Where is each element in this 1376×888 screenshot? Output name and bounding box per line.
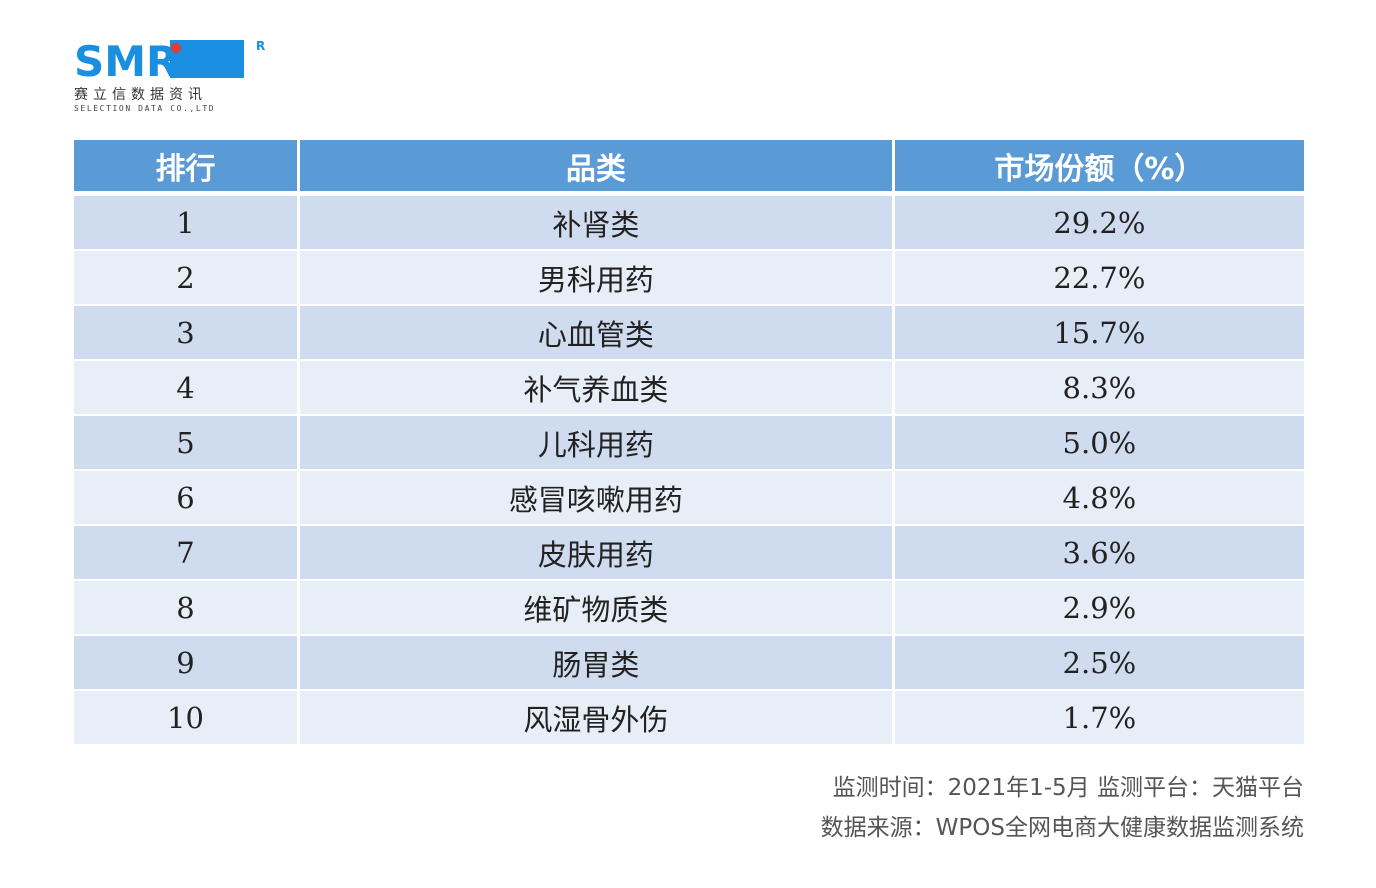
share-cell: 8.3% bbox=[894, 361, 1304, 416]
category-cell: 风湿骨外伤 bbox=[299, 691, 895, 746]
share-cell: 2.9% bbox=[894, 581, 1304, 636]
logo-red-dot bbox=[171, 43, 181, 53]
rank-cell: 7 bbox=[74, 526, 300, 581]
logo-chinese-name: 赛立信数据资讯 bbox=[74, 87, 207, 103]
table-row: 8 维矿物质类 2.9% bbox=[74, 581, 1304, 636]
share-cell: 2.5% bbox=[894, 636, 1304, 691]
table-row: 7 皮肤用药 3.6% bbox=[74, 526, 1304, 581]
table-row: 6 感冒咳嗽用药 4.8% bbox=[74, 471, 1304, 526]
category-ranking-table: 排行 品类 市场份额（%） 1 补肾类 29.2% 2 男科用药 22.7% 3… bbox=[74, 140, 1304, 746]
rank-cell: 6 bbox=[74, 471, 300, 526]
registered-mark: R bbox=[256, 39, 265, 53]
rank-cell: 9 bbox=[74, 636, 300, 691]
data-source-note: 数据来源：WPOS全网电商大健康数据监测系统 bbox=[820, 815, 1304, 841]
category-cell: 心血管类 bbox=[299, 306, 895, 361]
share-cell: 22.7% bbox=[894, 251, 1304, 306]
rank-cell: 5 bbox=[74, 416, 300, 471]
share-cell: 1.7% bbox=[894, 691, 1304, 746]
share-cell: 4.8% bbox=[894, 471, 1304, 526]
table-header-row: 排行 品类 市场份额（%） bbox=[74, 140, 1304, 196]
source-notes: 监测时间：2021年1-5月 监测平台：天猫平台 数据来源：WPOS全网电商大健… bbox=[821, 768, 1304, 848]
logo-brand-text: SMR bbox=[74, 37, 178, 82]
rank-cell: 1 bbox=[74, 196, 300, 251]
logo-english-name: SELECTION DATA CO.,LTD bbox=[74, 104, 216, 113]
category-cell: 男科用药 bbox=[299, 251, 895, 306]
category-cell: 补肾类 bbox=[299, 196, 895, 251]
rank-cell: 4 bbox=[74, 361, 300, 416]
table-row: 1 补肾类 29.2% bbox=[74, 196, 1304, 251]
share-cell: 15.7% bbox=[894, 306, 1304, 361]
table-row: 9 肠胃类 2.5% bbox=[74, 636, 1304, 691]
header-category: 品类 bbox=[299, 140, 895, 196]
table-row: 2 男科用药 22.7% bbox=[74, 251, 1304, 306]
share-cell: 29.2% bbox=[894, 196, 1304, 251]
table-row: 4 补气养血类 8.3% bbox=[74, 361, 1304, 416]
header-market-share: 市场份额（%） bbox=[894, 140, 1304, 196]
category-cell: 儿科用药 bbox=[299, 416, 895, 471]
table-row: 3 心血管类 15.7% bbox=[74, 306, 1304, 361]
table-row: 5 儿科用药 5.0% bbox=[74, 416, 1304, 471]
category-cell: 肠胃类 bbox=[299, 636, 895, 691]
smr-logo-mark: SMR R bbox=[74, 37, 265, 82]
header-rank: 排行 bbox=[74, 140, 300, 196]
rank-cell: 3 bbox=[74, 306, 300, 361]
share-cell: 5.0% bbox=[894, 416, 1304, 471]
category-cell: 维矿物质类 bbox=[299, 581, 895, 636]
rank-cell: 2 bbox=[74, 251, 300, 306]
rank-cell: 10 bbox=[74, 691, 300, 746]
category-cell: 皮肤用药 bbox=[299, 526, 895, 581]
monitoring-period-note: 监测时间：2021年1-5月 监测平台：天猫平台 bbox=[832, 775, 1304, 801]
rank-cell: 8 bbox=[74, 581, 300, 636]
category-cell: 感冒咳嗽用药 bbox=[299, 471, 895, 526]
table-row: 10 风湿骨外伤 1.7% bbox=[74, 691, 1304, 746]
company-logo: SMR R 赛立信数据资讯 SELECTION DATA CO.,LTD bbox=[74, 36, 274, 116]
share-cell: 3.6% bbox=[894, 526, 1304, 581]
category-cell: 补气养血类 bbox=[299, 361, 895, 416]
